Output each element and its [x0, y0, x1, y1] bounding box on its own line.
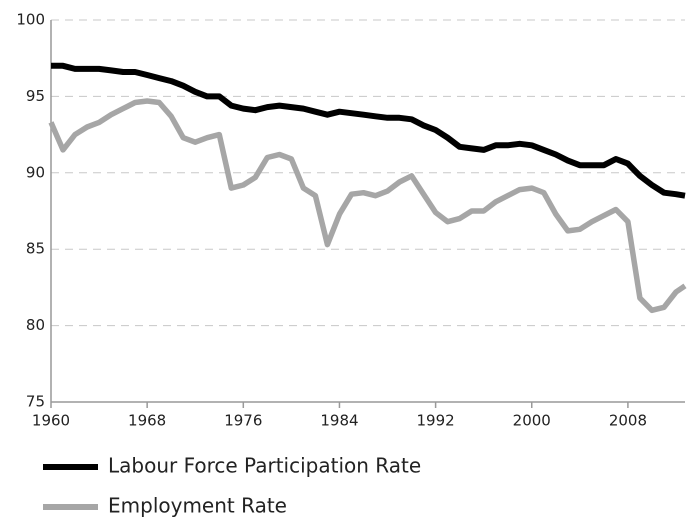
y-tick-label: 95: [26, 87, 45, 105]
y-tick-label: 75: [26, 393, 45, 411]
x-tick-label: 1960: [32, 412, 70, 430]
line-series: [51, 62, 686, 199]
x-tick-label: 1992: [417, 412, 455, 430]
y-tick-label: 100: [16, 11, 45, 29]
x-tick-label: 2008: [609, 412, 647, 430]
x-tick-label: 1984: [320, 412, 358, 430]
legend: Labour Force Participation Rate Employmen…: [43, 454, 421, 518]
x-tick-label: 1968: [128, 412, 166, 430]
y-tick-label: 85: [26, 240, 45, 258]
x-tick-label: 2000: [513, 412, 551, 430]
line-series: [48, 98, 687, 314]
legend-label: Labour Force Participation Rate: [108, 454, 421, 478]
y-tick-label: 80: [26, 316, 45, 334]
y-tick-label: 90: [26, 163, 45, 181]
x-tick-label: 1976: [224, 412, 262, 430]
legend-label: Employment Rate: [108, 494, 287, 518]
